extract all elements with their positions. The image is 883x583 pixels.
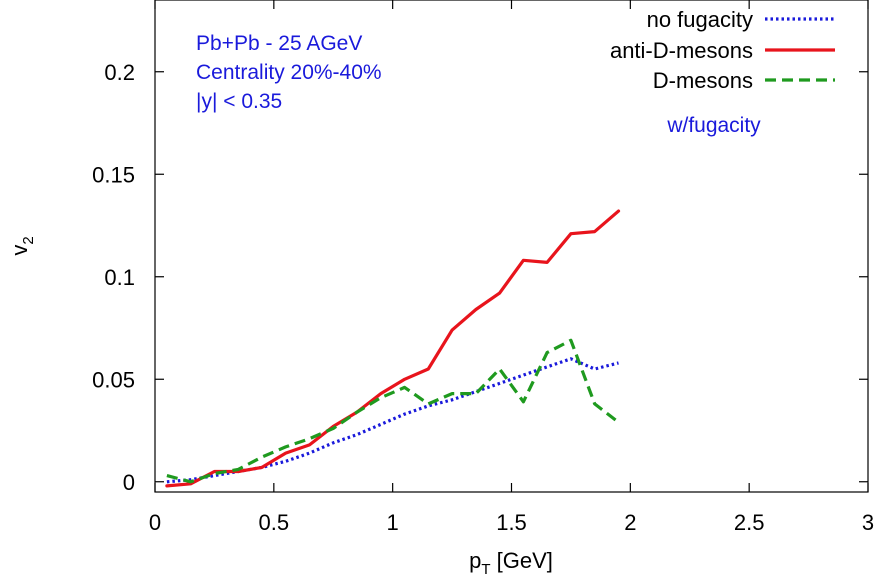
x-tick-label: 1.5 [496, 510, 527, 535]
text-layer: 0 0.5 1 1.5 2 2.5 300.050.10.150.2pT [GeV]v2Pb… [7, 32, 874, 578]
x-tick-label: 3 [862, 510, 874, 535]
y-axis-label: v2 [7, 236, 37, 255]
x-tick-label: 1 [387, 510, 399, 535]
x-tick-label: 0 [149, 510, 161, 535]
x-axis-label-sub: T [481, 561, 490, 578]
y-tick-label: 0 [123, 470, 135, 495]
data-layer [165, 209, 621, 488]
legend: no fugacity anti-D-mesons D-mesons [610, 7, 835, 93]
x-axis-label-main: p [469, 548, 481, 573]
axes-layer [154, 0, 869, 493]
series-line-d-mesons [166, 338, 620, 484]
series-line-anti-d-mesons [165, 209, 621, 488]
legend-label-anti-d-mesons: anti-D-mesons [610, 38, 753, 63]
y-tick-label: 0.1 [104, 265, 135, 290]
y-tick-label: 0.05 [92, 367, 135, 392]
annotation-text: |y| < 0.35 [196, 90, 282, 113]
y-axis-label-main: v [7, 245, 32, 256]
annotation-text: w/fugacity [666, 114, 761, 137]
x-tick-label: 2 [624, 510, 636, 535]
y-tick-label: 0.15 [92, 162, 135, 187]
x-tick-label: 0.5 [259, 510, 290, 535]
legend-label-no-fugacity: no fugacity [647, 7, 753, 32]
x-tick-label: 2.5 [734, 510, 765, 535]
y-axis-label-sub: 2 [20, 236, 37, 244]
legend-label-d-mesons: D-mesons [653, 68, 753, 93]
x-axis-label: pT [GeV] [469, 548, 553, 578]
x-axis-label-unit: [GeV] [491, 548, 553, 573]
annotation-text: Centrality 20%-40% [196, 61, 382, 84]
annotation-text: Pb+Pb - 25 AGeV [196, 32, 362, 55]
y-tick-label: 0.2 [104, 60, 135, 85]
